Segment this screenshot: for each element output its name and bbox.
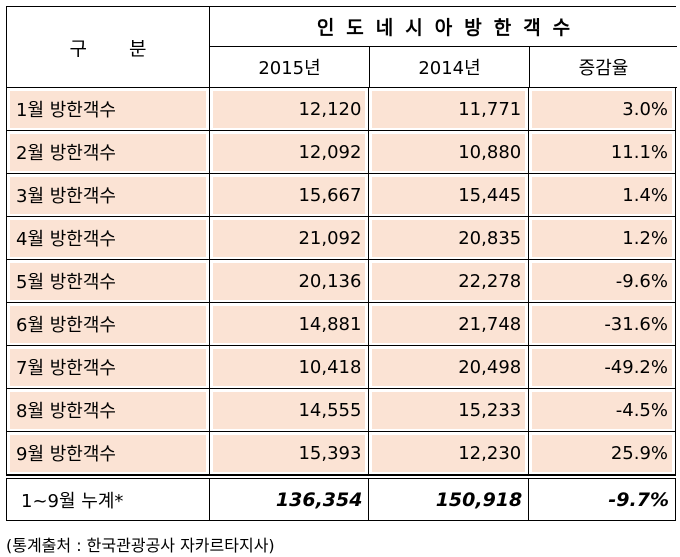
value-2014-cell: 15,233 xyxy=(369,389,530,432)
change-rate-cell: -4.5% xyxy=(529,389,676,432)
table-row: 2월 방한객수 12,092 10,880 11.1% xyxy=(7,131,676,174)
row-label-cell: 8월 방한객수 xyxy=(7,389,210,432)
value-2015-cell: 21,092 xyxy=(209,217,370,260)
total-rate: -9.7% xyxy=(529,479,677,521)
value-2014-cell: 12,230 xyxy=(369,432,530,475)
table-header: 구 분 인도네시아방한객수 2015년 2014년 증감율 xyxy=(6,6,677,88)
double-divider xyxy=(6,475,676,479)
column-header-2015: 2015년 xyxy=(210,47,370,88)
value-2014: 15,445 xyxy=(372,176,526,214)
change-rate: -31.6% xyxy=(532,305,672,343)
row-label-cell: 2월 방한객수 xyxy=(7,131,210,174)
value-2015-cell: 15,393 xyxy=(209,432,370,475)
value-2014-cell: 20,498 xyxy=(369,346,530,389)
total-row: 1~9월 누계* 136,354 150,918 -9.7% xyxy=(6,479,677,521)
value-2014: 20,835 xyxy=(372,219,526,257)
change-rate-cell: -31.6% xyxy=(529,303,676,346)
change-rate: -4.5% xyxy=(532,391,672,429)
row-label-cell: 4월 방한객수 xyxy=(7,217,210,260)
total-2014: 150,918 xyxy=(369,479,530,521)
value-2014: 10,880 xyxy=(372,133,526,171)
change-rate: 1.4% xyxy=(532,176,672,214)
value-2015: 20,136 xyxy=(212,262,366,300)
change-rate-cell: 25.9% xyxy=(529,432,676,475)
column-header-rate: 증감율 xyxy=(530,47,677,88)
source-note: (통계출처 : 한국관광공사 자카르타지사) xyxy=(6,536,275,555)
value-2015: 12,120 xyxy=(212,90,366,128)
row-label: 4월 방한객수 xyxy=(10,219,206,257)
row-label-cell: 6월 방한객수 xyxy=(7,303,210,346)
change-rate-cell: 3.0% xyxy=(529,88,676,131)
change-rate: 11.1% xyxy=(532,133,672,171)
value-2015-cell: 15,667 xyxy=(209,174,370,217)
value-2015-cell: 10,418 xyxy=(209,346,370,389)
change-rate: 3.0% xyxy=(532,90,672,128)
row-label-cell: 3월 방한객수 xyxy=(7,174,210,217)
table-row: 1월 방한객수 12,120 11,771 3.0% xyxy=(7,88,676,131)
table-row: 4월 방한객수 21,092 20,835 1.2% xyxy=(7,217,676,260)
table-row: 6월 방한객수 14,881 21,748 -31.6% xyxy=(7,303,676,346)
change-rate: -49.2% xyxy=(532,348,672,386)
value-2015-cell: 12,092 xyxy=(209,131,370,174)
change-rate-cell: 1.4% xyxy=(529,174,676,217)
value-2015: 10,418 xyxy=(212,348,366,386)
value-2015: 15,667 xyxy=(212,176,366,214)
value-2014: 12,230 xyxy=(372,434,526,472)
value-2015: 14,555 xyxy=(212,391,366,429)
total-label: 1~9월 누계* xyxy=(7,479,210,521)
change-rate: 25.9% xyxy=(532,434,672,472)
row-label-cell: 5월 방한객수 xyxy=(7,260,210,303)
value-2015: 14,881 xyxy=(212,305,366,343)
value-2014-cell: 22,278 xyxy=(369,260,530,303)
table-row: 3월 방한객수 15,667 15,445 1.4% xyxy=(7,174,676,217)
row-label-cell: 1월 방한객수 xyxy=(7,88,210,131)
table-title: 인도네시아방한객수 xyxy=(210,7,677,47)
value-2014: 21,748 xyxy=(372,305,526,343)
value-2014-cell: 10,880 xyxy=(369,131,530,174)
row-label: 3월 방한객수 xyxy=(10,176,206,214)
table-body: 1월 방한객수 12,120 11,771 3.0% 2월 방한객수 12,092 10,8… xyxy=(6,88,676,475)
table-row: 7월 방한객수 10,418 20,498 -49.2% xyxy=(7,346,676,389)
row-label: 1월 방한객수 xyxy=(10,90,206,128)
value-2015: 15,393 xyxy=(212,434,366,472)
row-label-cell: 7월 방한객수 xyxy=(7,346,210,389)
row-label: 5월 방한객수 xyxy=(10,262,206,300)
change-rate-cell: -9.6% xyxy=(529,260,676,303)
value-2014: 22,278 xyxy=(372,262,526,300)
change-rate-cell: 1.2% xyxy=(529,217,676,260)
row-label-cell: 9월 방한객수 xyxy=(7,432,210,475)
column-header-2014: 2014년 xyxy=(370,47,530,88)
change-rate: -9.6% xyxy=(532,262,672,300)
table-row: 8월 방한객수 14,555 15,233 -4.5% xyxy=(7,389,676,432)
change-rate-cell: 11.1% xyxy=(529,131,676,174)
value-2015: 21,092 xyxy=(212,219,366,257)
table-row: 9월 방한객수 15,393 12,230 25.9% xyxy=(7,432,676,475)
value-2015-cell: 12,120 xyxy=(209,88,370,131)
table-row: 5월 방한객수 20,136 22,278 -9.6% xyxy=(7,260,676,303)
change-rate: 1.2% xyxy=(532,219,672,257)
row-label: 6월 방한객수 xyxy=(10,305,206,343)
row-label: 8월 방한객수 xyxy=(10,391,206,429)
value-2014-cell: 21,748 xyxy=(369,303,530,346)
value-2014-cell: 20,835 xyxy=(369,217,530,260)
value-2015-cell: 20,136 xyxy=(209,260,370,303)
value-2015-cell: 14,555 xyxy=(209,389,370,432)
value-2014: 15,233 xyxy=(372,391,526,429)
value-2014: 20,498 xyxy=(372,348,526,386)
value-2014-cell: 15,445 xyxy=(369,174,530,217)
value-2014-cell: 11,771 xyxy=(369,88,530,131)
change-rate-cell: -49.2% xyxy=(529,346,676,389)
row-label: 2월 방한객수 xyxy=(10,133,206,171)
row-label: 9월 방한객수 xyxy=(10,434,206,472)
value-2014: 11,771 xyxy=(372,90,526,128)
row-label: 7월 방한객수 xyxy=(10,348,206,386)
total-2015: 136,354 xyxy=(209,479,370,521)
value-2015-cell: 14,881 xyxy=(209,303,370,346)
category-header: 구 분 xyxy=(7,7,210,88)
value-2015: 12,092 xyxy=(212,133,366,171)
visitor-table: 구 분 인도네시아방한객수 2015년 2014년 증감율 1월 방한객수 12,… xyxy=(6,6,677,521)
